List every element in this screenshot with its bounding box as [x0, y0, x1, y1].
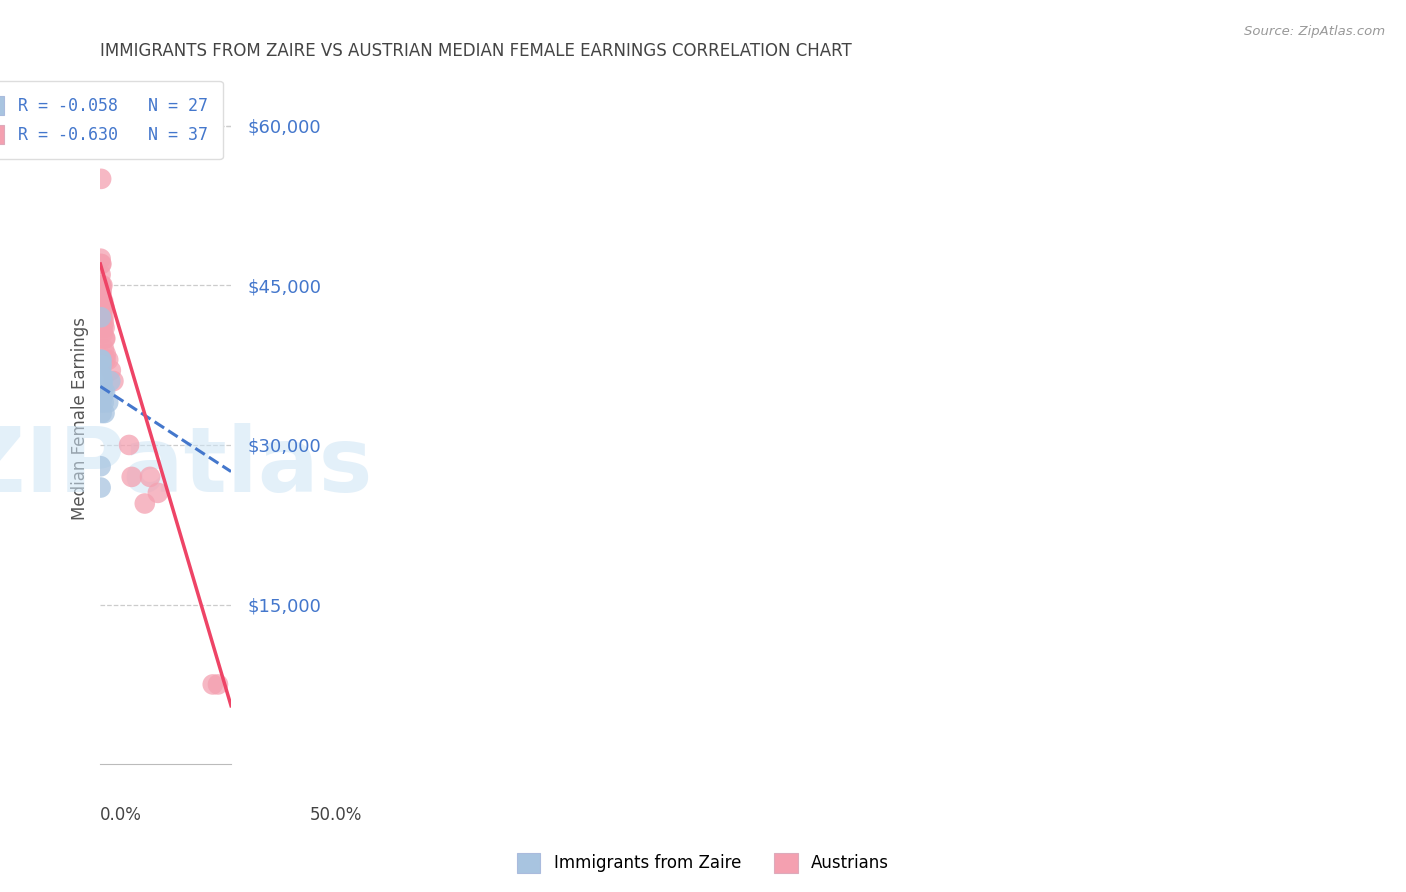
Point [94, 384, 117, 399]
Point [90, 368, 112, 383]
Point [91, 294, 114, 309]
Point [90, 368, 112, 383]
Point [91, 374, 114, 388]
Point [90, 390, 112, 404]
Point [91, 384, 114, 399]
Point [93, 310, 115, 325]
Text: IMMIGRANTS FROM ZAIRE VS AUSTRIAN MEDIAN FEMALE EARNINGS CORRELATION CHART: IMMIGRANTS FROM ZAIRE VS AUSTRIAN MEDIAN… [100, 42, 852, 60]
Point [94, 347, 117, 361]
Point [94, 332, 117, 346]
Point [90, 278, 112, 293]
Point [90, 395, 112, 409]
Point [90, 363, 112, 377]
Point [201, 677, 224, 691]
Point [91, 310, 114, 325]
Point [90, 257, 112, 271]
Text: 50.0%: 50.0% [309, 805, 361, 824]
Point [93, 406, 115, 420]
Point [90, 459, 112, 474]
Point [93, 316, 115, 330]
Point [93, 321, 115, 335]
Point [139, 470, 162, 484]
Point [91, 390, 114, 404]
Point [91, 305, 114, 319]
Text: ZIPatlas: ZIPatlas [0, 423, 373, 511]
Point [90, 310, 112, 325]
Text: Source: ZipAtlas.com: Source: ZipAtlas.com [1244, 25, 1385, 38]
Point [91, 326, 114, 341]
Point [97, 352, 120, 367]
Point [93, 300, 115, 314]
Point [90, 406, 112, 420]
Point [90, 352, 112, 367]
Point [90, 358, 112, 372]
Point [93, 384, 115, 399]
Point [146, 486, 169, 500]
Point [90, 352, 112, 367]
Point [103, 374, 125, 388]
Point [91, 300, 114, 314]
Point [94, 332, 117, 346]
Point [90, 300, 112, 314]
Point [91, 321, 114, 335]
Point [90, 257, 112, 271]
Point [91, 278, 114, 293]
Y-axis label: Median Female Earnings: Median Female Earnings [72, 317, 89, 520]
Text: 0.0%: 0.0% [100, 805, 142, 824]
Point [90, 268, 112, 282]
Point [90, 289, 112, 303]
Point [94, 352, 117, 367]
Legend: R = -0.058   N = 27, R = -0.630   N = 37: R = -0.058 N = 27, R = -0.630 N = 37 [0, 81, 222, 160]
Point [90, 481, 112, 495]
Point [93, 395, 115, 409]
Point [90, 390, 112, 404]
Point [93, 342, 115, 356]
Point [207, 677, 229, 691]
Point [90, 284, 112, 298]
Point [134, 496, 156, 510]
Point [90, 278, 112, 293]
Point [100, 363, 122, 377]
Point [90, 384, 112, 399]
Point [98, 374, 121, 388]
Legend: Immigrants from Zaire, Austrians: Immigrants from Zaire, Austrians [510, 847, 896, 880]
Point [90, 379, 112, 393]
Point [90, 384, 112, 399]
Point [90, 172, 112, 186]
Point [90, 374, 112, 388]
Point [121, 470, 143, 484]
Point [97, 395, 120, 409]
Point [91, 379, 114, 393]
Point [90, 113, 112, 128]
Point [90, 252, 112, 266]
Point [118, 438, 141, 452]
